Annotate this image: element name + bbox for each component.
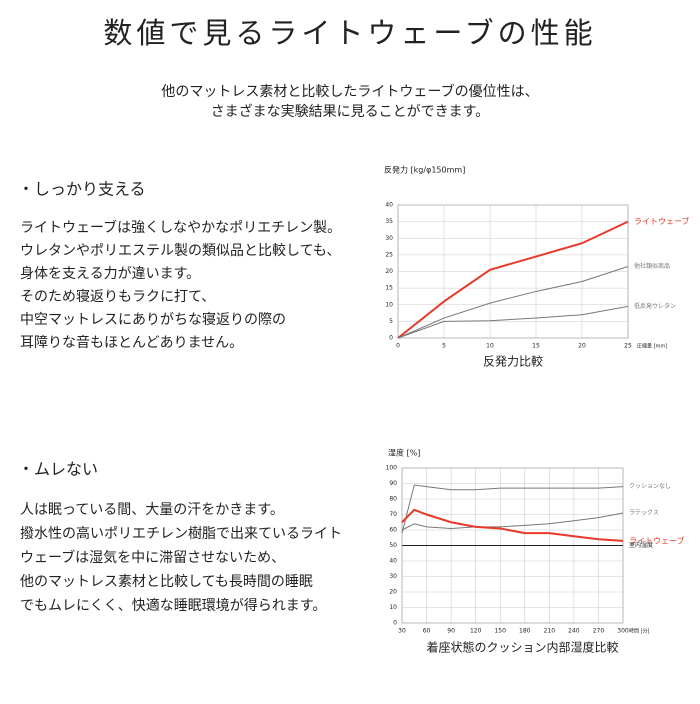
body-line: ライトウェーブは強くしなやかなポリエチレン製。 <box>20 219 341 236</box>
y-tick-label: 40 <box>389 558 397 565</box>
y-tick-label: 100 <box>386 465 398 472</box>
y-axis-title: 反発力 [kg/φ150mm] <box>384 165 465 175</box>
x-tick-label: 30 <box>398 628 406 635</box>
body-line: 他のマットレス素材と比較しても長時間の睡眠 <box>20 574 313 590</box>
y-tick-label: 30 <box>385 235 393 242</box>
x-tick-label: 240 <box>568 628 580 635</box>
plot-frame <box>397 204 629 339</box>
body-line: 耳障りな音もほとんどありません。 <box>20 334 243 351</box>
body-line: 撥水性の高いポリエチレン樹脂で出来ているライト <box>20 525 342 542</box>
body-line: 中空マットレスにありがちな寝返りの際の <box>20 311 286 328</box>
y-tick-label: 10 <box>389 604 397 611</box>
x-tick-label: 25 <box>624 343 632 350</box>
x-tick-label: 120 <box>470 628 482 635</box>
chart-caption: 反発力比較 <box>483 354 543 369</box>
body-line: ウェーブは湿気を中に滞留させないため、 <box>20 549 285 566</box>
x-tick-label: 0 <box>396 343 400 350</box>
series-label: 他社類似商品 <box>634 262 670 270</box>
x-axis-title: 圧縮量 [mm] <box>637 343 667 350</box>
y-tick-label: 50 <box>389 542 397 549</box>
y-tick-label: 80 <box>389 496 397 503</box>
y-tick-label: 20 <box>385 268 393 275</box>
x-tick-label: 90 <box>447 628 455 635</box>
y-tick-label: 10 <box>385 301 393 308</box>
series-line <box>401 512 624 531</box>
series-label: ラテックス <box>629 509 659 516</box>
x-tick-label: 270 <box>593 628 605 635</box>
lead-line: さまざまな実験結果に見ることができます。 <box>211 103 490 120</box>
y-tick-label: 60 <box>389 527 397 534</box>
y-axis-title: 湿度 [%] <box>388 448 420 458</box>
y-tick-label: 15 <box>385 285 393 292</box>
y-tick-label: 5 <box>389 318 393 325</box>
y-tick-label: 0 <box>389 335 393 342</box>
y-tick-label: 90 <box>389 480 397 487</box>
body-line: でもムレにくく、快適な睡眠環境が得られます。 <box>20 597 326 614</box>
series-label: ライトウェーブ <box>629 535 685 545</box>
body-line: そのため寝返りもラクに打て、 <box>20 288 215 305</box>
series-label: ライトウェーブ <box>634 216 690 226</box>
series-line <box>397 220 629 339</box>
body-line: 身体を支える力が違います。 <box>20 266 200 282</box>
x-tick-label: 210 <box>544 628 556 635</box>
series-line <box>397 305 629 339</box>
x-axis-title: 時間 [分] <box>629 628 650 635</box>
x-tick-label: 15 <box>532 343 540 350</box>
series-label: 低反発ウレタン <box>634 302 676 310</box>
x-tick-label: 300 <box>617 628 629 635</box>
section-heading: ・しっかり支える <box>18 180 146 199</box>
y-tick-label: 40 <box>385 202 393 209</box>
x-tick-label: 60 <box>423 628 431 635</box>
y-tick-label: 30 <box>389 573 397 580</box>
y-tick-label: 70 <box>389 511 397 518</box>
series-label: クッションなし <box>629 483 671 490</box>
series-line <box>397 266 629 339</box>
x-tick-label: 5 <box>442 343 446 350</box>
y-tick-label: 20 <box>389 589 397 596</box>
x-tick-label: 180 <box>519 628 531 635</box>
chart-caption: 着座状態のクッション内部湿度比較 <box>426 640 618 655</box>
x-tick-label: 150 <box>494 628 506 635</box>
section-heading: ・ムレない <box>18 460 98 479</box>
y-tick-label: 0 <box>393 620 397 627</box>
lead-line: 他のマットレス素材と比較したライトウェーブの優位性は、 <box>161 83 538 100</box>
y-tick-label: 25 <box>385 251 393 258</box>
series-line <box>401 508 624 542</box>
series-label: 室内湿度 <box>629 541 653 549</box>
y-tick-label: 35 <box>385 218 393 225</box>
x-tick-label: 20 <box>578 343 586 350</box>
body-line: 人は眠っている間、大量の汗をかきます。 <box>20 502 284 518</box>
x-tick-label: 10 <box>486 343 494 350</box>
page-title: 数値で見るライトウェーブの性能 <box>103 16 596 50</box>
body-line: ウレタンやポリエステル製の類似品と比較しても、 <box>20 243 340 259</box>
series-line <box>401 484 624 534</box>
